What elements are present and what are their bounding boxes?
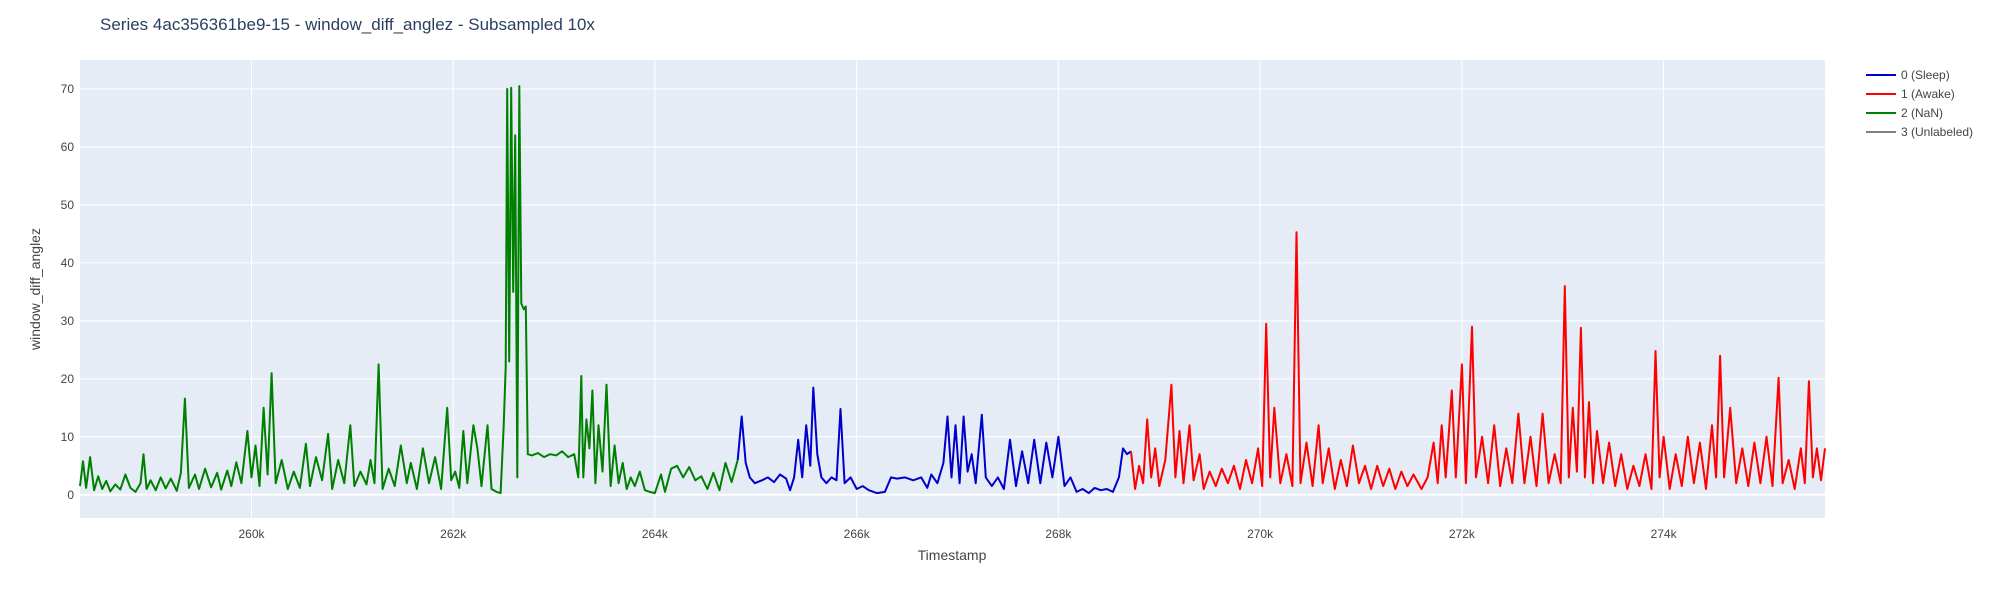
y-tick-label: 10 — [61, 430, 75, 444]
x-tick-label: 268k — [1045, 527, 1072, 541]
y-tick-label: 30 — [61, 314, 75, 328]
chart-title: Series 4ac356361be9-15 - window_diff_ang… — [100, 15, 595, 34]
x-tick-label: 274k — [1651, 527, 1678, 541]
y-tick-label: 40 — [61, 256, 75, 270]
y-tick-label: 50 — [61, 198, 75, 212]
x-tick-label: 260k — [238, 527, 265, 541]
legend-item[interactable]: 2 (NaN) — [1866, 106, 1943, 120]
series-line-2-nan — [79, 85, 739, 495]
legend-item[interactable]: 0 (Sleep) — [1866, 68, 1950, 82]
series-line-1-awake — [1130, 231, 1826, 490]
legend: 0 (Sleep) 1 (Awake) 2 (NaN) 3 (Unlabeled) — [1866, 68, 1973, 139]
x-tick-label: 264k — [642, 527, 669, 541]
y-tick-label: 0 — [67, 488, 74, 502]
y-tick-label: 60 — [61, 140, 75, 154]
legend-label: 1 (Awake) — [1901, 87, 1955, 101]
series-layer — [79, 85, 1826, 495]
y-tick-label: 70 — [61, 82, 75, 96]
x-tick-label: 272k — [1449, 527, 1476, 541]
plot-area — [80, 60, 1825, 518]
x-tick-label: 270k — [1247, 527, 1274, 541]
x-tick-label: 266k — [844, 527, 871, 541]
x-axis-title: Timestamp — [918, 547, 987, 563]
legend-label: 2 (NaN) — [1901, 106, 1943, 120]
x-axis-ticks: 260k 262k 264k 266k 268k 270k 272k 274k — [238, 527, 1677, 541]
legend-item[interactable]: 3 (Unlabeled) — [1866, 125, 1973, 139]
y-tick-label: 20 — [61, 372, 75, 386]
y-axis-title: window_diff_anglez — [27, 228, 43, 351]
legend-label: 0 (Sleep) — [1901, 68, 1950, 82]
x-tick-label: 262k — [440, 527, 467, 541]
legend-item[interactable]: 1 (Awake) — [1866, 87, 1955, 101]
legend-label: 3 (Unlabeled) — [1901, 125, 1973, 139]
y-axis-ticks: 0 10 20 30 40 50 60 70 — [61, 82, 75, 502]
grid-lines — [80, 60, 1825, 518]
series-line-0-sleep — [736, 386, 1132, 495]
